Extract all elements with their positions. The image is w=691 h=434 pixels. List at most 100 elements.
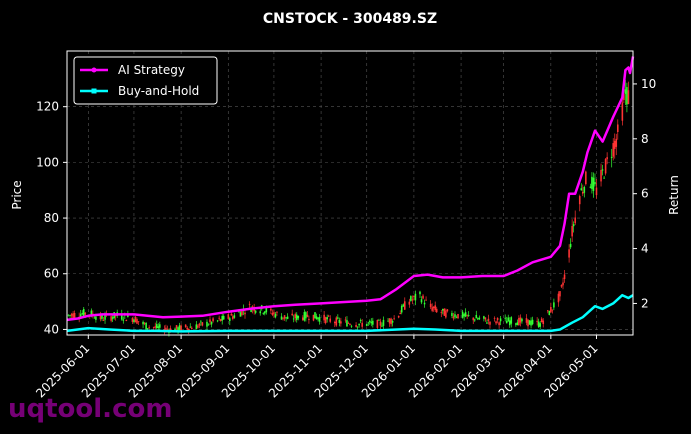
candle-body xyxy=(478,317,481,320)
candle-body xyxy=(134,316,137,323)
candle-body xyxy=(359,320,362,322)
candle-body xyxy=(610,156,613,158)
candle-body xyxy=(201,322,204,326)
candle-body xyxy=(489,321,491,325)
candle-body xyxy=(457,313,459,319)
candle-body xyxy=(262,312,265,314)
return-axis-label: Return xyxy=(667,175,681,215)
candle-body xyxy=(562,282,564,286)
candle-body xyxy=(446,309,449,312)
candle-body xyxy=(350,325,353,327)
legend-bh-marker xyxy=(91,88,97,94)
candle-body xyxy=(571,226,573,237)
candle-body xyxy=(402,304,405,307)
candle-body xyxy=(381,325,383,327)
candle-body xyxy=(493,317,496,319)
return-tick-label: 6 xyxy=(641,187,649,201)
price-tick-label: 60 xyxy=(44,267,59,281)
candle-body xyxy=(292,318,295,320)
candle-body xyxy=(271,313,274,315)
candle-body xyxy=(327,315,330,317)
candle-body xyxy=(265,307,268,313)
candle-body xyxy=(473,319,476,321)
candle-body xyxy=(475,314,478,319)
legend: AI Strategy Buy-and-Hold xyxy=(73,56,218,105)
candle-body xyxy=(207,324,210,326)
legend-bh-label: Buy-and-Hold xyxy=(118,84,199,98)
candle-body xyxy=(484,317,487,320)
candle-body xyxy=(623,93,625,101)
candle-body xyxy=(79,314,82,318)
candle-body xyxy=(477,318,479,320)
candle-body xyxy=(355,324,357,327)
candle-body xyxy=(370,321,373,324)
candle-body xyxy=(414,293,417,301)
ai-strategy-line xyxy=(66,56,635,322)
candle-body xyxy=(368,320,371,323)
candle-body xyxy=(442,308,444,311)
candle-body xyxy=(70,314,73,316)
candle-body xyxy=(589,186,592,188)
candle-body xyxy=(95,316,97,320)
candle-body xyxy=(432,306,435,309)
candle-body xyxy=(583,186,586,193)
candle-body xyxy=(454,314,456,317)
candle-body xyxy=(146,328,149,330)
candle-body xyxy=(542,320,545,325)
candle-body xyxy=(483,316,485,319)
candle-body xyxy=(212,318,214,322)
candle-body xyxy=(263,311,266,314)
candle-body xyxy=(553,302,555,308)
candle-body xyxy=(466,314,468,316)
candle-body xyxy=(102,320,105,321)
candle-body xyxy=(495,321,497,324)
candle-body xyxy=(152,327,155,329)
candle-body xyxy=(210,321,213,325)
candle-body xyxy=(399,312,402,315)
price-tick-label: 100 xyxy=(36,155,59,169)
candle-body xyxy=(308,318,310,320)
candle-body xyxy=(624,89,627,94)
candle-body xyxy=(157,326,160,328)
candle-body xyxy=(496,317,499,321)
candle-body xyxy=(347,323,350,324)
candle-body xyxy=(285,317,287,319)
candle-body xyxy=(82,308,85,317)
candle-body xyxy=(505,320,508,324)
candle-body xyxy=(387,320,389,322)
candle-body xyxy=(581,192,584,194)
candle-body xyxy=(507,317,510,322)
candle-body xyxy=(178,325,181,330)
candle-body xyxy=(358,323,360,326)
candle-body xyxy=(400,305,403,313)
candle-body xyxy=(613,140,616,149)
candle-body xyxy=(335,317,338,326)
candle-body xyxy=(627,90,630,105)
candle-body xyxy=(180,325,182,331)
candle-body xyxy=(585,171,587,185)
candle-body xyxy=(222,315,225,320)
candle-body xyxy=(190,327,193,330)
candle-body xyxy=(568,249,570,258)
candle-body xyxy=(274,313,277,318)
candle-body xyxy=(560,284,563,287)
return-tick-label: 2 xyxy=(641,296,649,310)
candle-body xyxy=(280,316,283,320)
candle-body xyxy=(297,315,300,319)
candle-body xyxy=(197,325,199,328)
candle-body xyxy=(238,311,240,313)
candle-body xyxy=(81,313,84,315)
candle-body xyxy=(276,311,278,313)
candle-body xyxy=(333,322,336,324)
candle-body xyxy=(397,315,400,318)
candle-body xyxy=(337,317,339,319)
candle-body xyxy=(184,324,187,328)
candle-body xyxy=(615,138,618,147)
candle-body xyxy=(282,317,284,319)
legend-ai-label: AI Strategy xyxy=(118,63,185,77)
candle-body xyxy=(93,317,96,319)
candle-body xyxy=(154,326,157,328)
watermark: uqtool.com xyxy=(8,394,172,424)
candle-body xyxy=(142,321,144,325)
